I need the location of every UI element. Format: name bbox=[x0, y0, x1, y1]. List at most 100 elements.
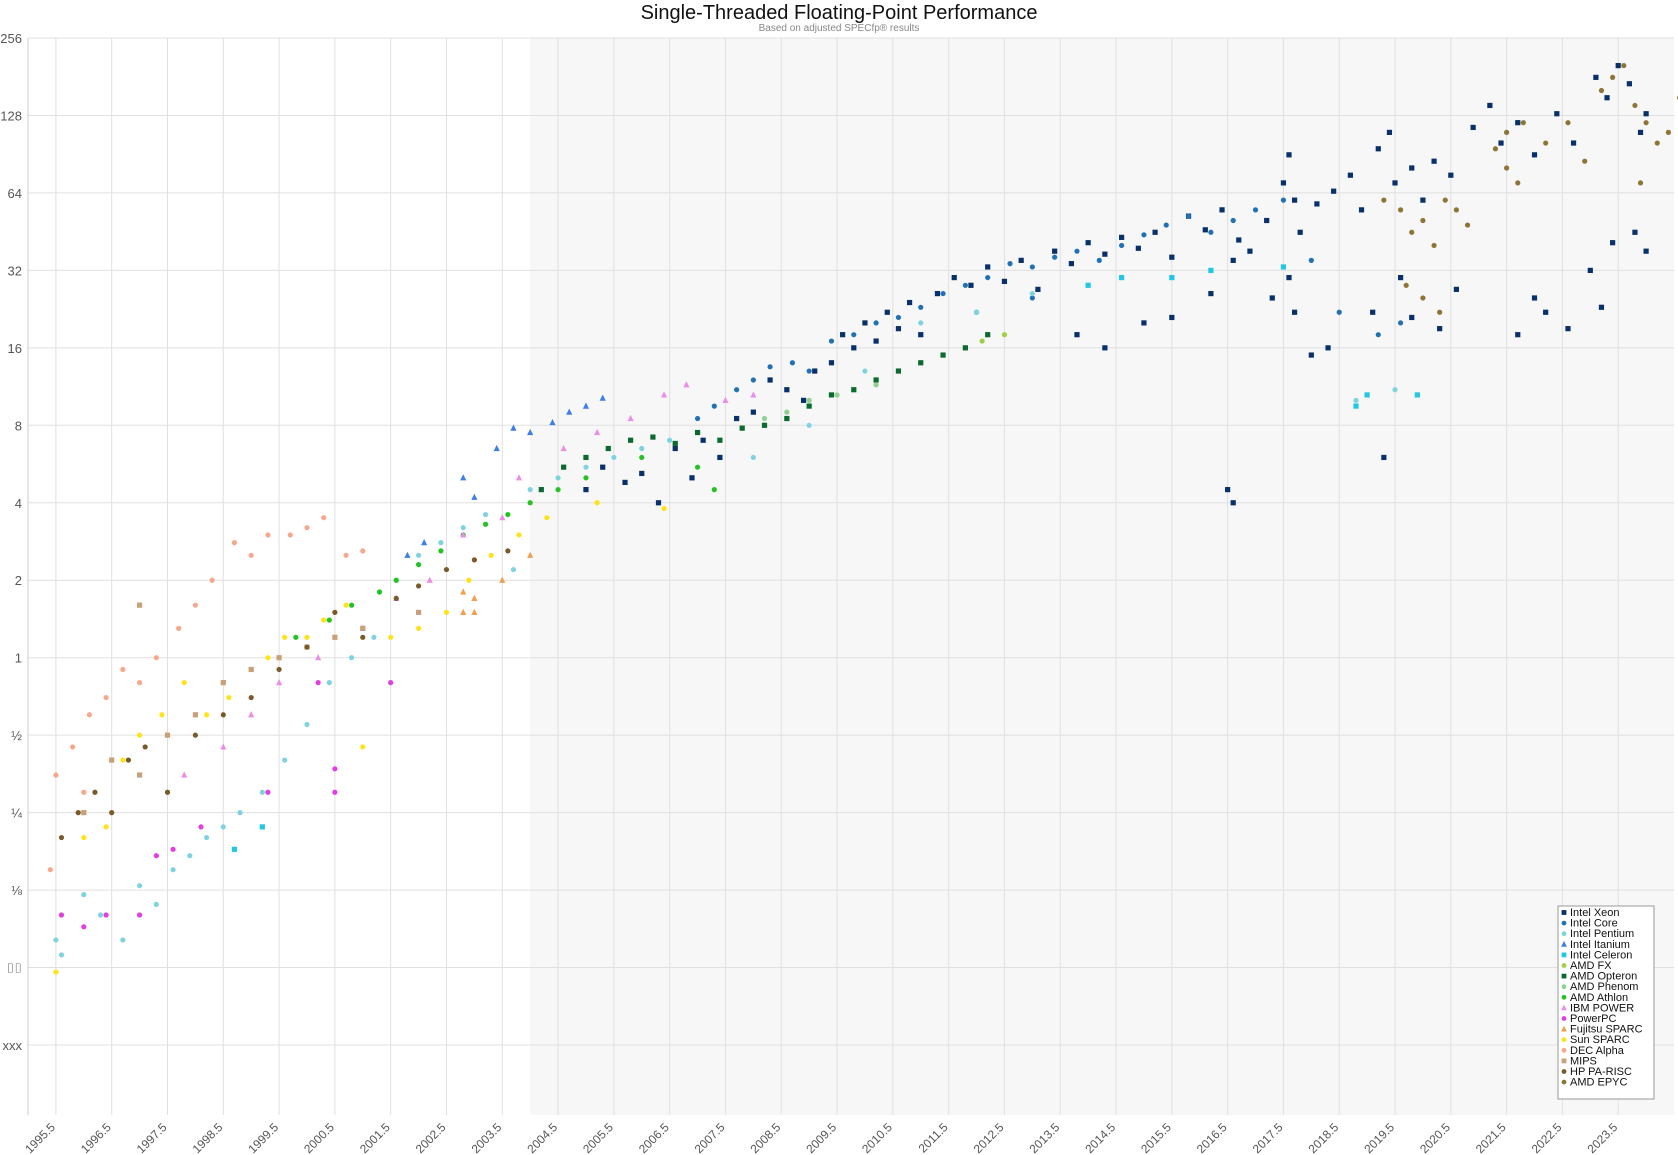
legend-label: MIPS bbox=[1570, 1055, 1597, 1067]
data-point bbox=[1543, 140, 1549, 146]
data-point bbox=[873, 338, 879, 344]
data-point bbox=[722, 396, 729, 403]
data-point bbox=[1152, 229, 1158, 235]
data-point bbox=[103, 912, 109, 918]
data-point bbox=[1643, 248, 1649, 254]
data-point bbox=[611, 454, 617, 461]
data-point bbox=[806, 403, 812, 409]
y-tick-label: 16 bbox=[8, 341, 22, 356]
legend-label: AMD Phenom bbox=[1570, 981, 1638, 993]
data-point bbox=[672, 445, 678, 452]
data-point bbox=[1531, 295, 1538, 301]
data-point bbox=[1018, 257, 1024, 263]
legend-label: IBM POWER bbox=[1570, 1002, 1634, 1014]
data-point bbox=[136, 602, 143, 608]
data-point bbox=[1331, 188, 1337, 194]
legend-label: Intel Core bbox=[1570, 918, 1618, 930]
data-point bbox=[1442, 197, 1448, 203]
data-point bbox=[1353, 403, 1359, 409]
data-point bbox=[203, 712, 210, 718]
legend-swatch bbox=[1561, 952, 1567, 958]
legend-swatch bbox=[1561, 1004, 1567, 1011]
data-point bbox=[176, 625, 182, 631]
data-point bbox=[660, 391, 668, 398]
data-point bbox=[1392, 387, 1398, 393]
data-point bbox=[689, 475, 695, 481]
data-point bbox=[1520, 120, 1526, 126]
data-point bbox=[884, 309, 890, 315]
data-point bbox=[968, 282, 974, 288]
data-point bbox=[332, 609, 338, 615]
data-point bbox=[1085, 240, 1091, 246]
grid-lines bbox=[27, 37, 1674, 1115]
data-point bbox=[438, 540, 444, 546]
data-point bbox=[555, 475, 561, 481]
data-point bbox=[1325, 345, 1331, 351]
data-point bbox=[332, 634, 338, 640]
data-point bbox=[694, 415, 701, 422]
data-point bbox=[493, 444, 500, 452]
series-amd-epyc bbox=[1381, 62, 1678, 315]
data-point bbox=[58, 912, 65, 918]
data-point bbox=[1052, 254, 1058, 260]
data-point bbox=[321, 617, 327, 623]
data-point bbox=[360, 548, 366, 554]
data-point bbox=[103, 824, 109, 830]
data-point bbox=[711, 403, 717, 409]
data-point bbox=[1230, 500, 1236, 506]
legend-swatch bbox=[1561, 931, 1567, 937]
data-point bbox=[1163, 222, 1169, 228]
data-point bbox=[86, 712, 92, 718]
data-point bbox=[1286, 152, 1292, 158]
data-point bbox=[750, 391, 757, 398]
data-point bbox=[851, 345, 857, 351]
data-point bbox=[806, 368, 812, 374]
data-point bbox=[136, 732, 143, 738]
data-point bbox=[1626, 81, 1632, 87]
data-point bbox=[527, 551, 534, 558]
data-point bbox=[840, 332, 846, 338]
data-point bbox=[153, 655, 159, 661]
data-point bbox=[851, 387, 857, 393]
data-point bbox=[538, 487, 544, 493]
data-point bbox=[828, 392, 835, 398]
data-point bbox=[1297, 229, 1303, 235]
data-point bbox=[1102, 345, 1108, 351]
data-point bbox=[1052, 248, 1058, 254]
data-point bbox=[1314, 201, 1320, 207]
data-point bbox=[237, 810, 243, 816]
y-tick-label: ⌷⌷ bbox=[6, 961, 22, 976]
data-point bbox=[332, 789, 338, 795]
data-point bbox=[1665, 129, 1672, 135]
legend-swatch bbox=[1561, 1037, 1567, 1043]
data-point bbox=[1487, 102, 1493, 109]
data-point bbox=[717, 454, 723, 461]
data-point bbox=[1565, 326, 1571, 332]
data-point bbox=[1074, 332, 1080, 338]
data-point bbox=[1615, 62, 1621, 69]
data-point bbox=[873, 320, 879, 326]
data-point bbox=[750, 377, 756, 383]
data-point bbox=[1353, 397, 1359, 403]
data-point bbox=[287, 532, 293, 538]
data-point bbox=[1498, 140, 1504, 146]
data-point bbox=[851, 332, 857, 338]
data-point bbox=[1141, 232, 1147, 238]
data-point bbox=[672, 440, 678, 447]
data-point bbox=[53, 937, 59, 943]
legend-swatch bbox=[1561, 1016, 1567, 1021]
data-point bbox=[834, 392, 840, 398]
legend-label: HP PA-RISC bbox=[1570, 1066, 1632, 1078]
data-point bbox=[460, 525, 466, 531]
series-powerpc bbox=[58, 680, 394, 930]
data-point bbox=[421, 539, 428, 546]
data-point bbox=[343, 552, 349, 558]
data-point bbox=[460, 474, 467, 481]
data-point bbox=[1437, 309, 1443, 315]
data-point bbox=[220, 712, 226, 718]
data-point bbox=[248, 711, 255, 718]
data-point bbox=[1643, 111, 1649, 117]
data-point bbox=[694, 464, 701, 470]
data-point bbox=[471, 557, 477, 563]
data-point bbox=[985, 274, 991, 281]
